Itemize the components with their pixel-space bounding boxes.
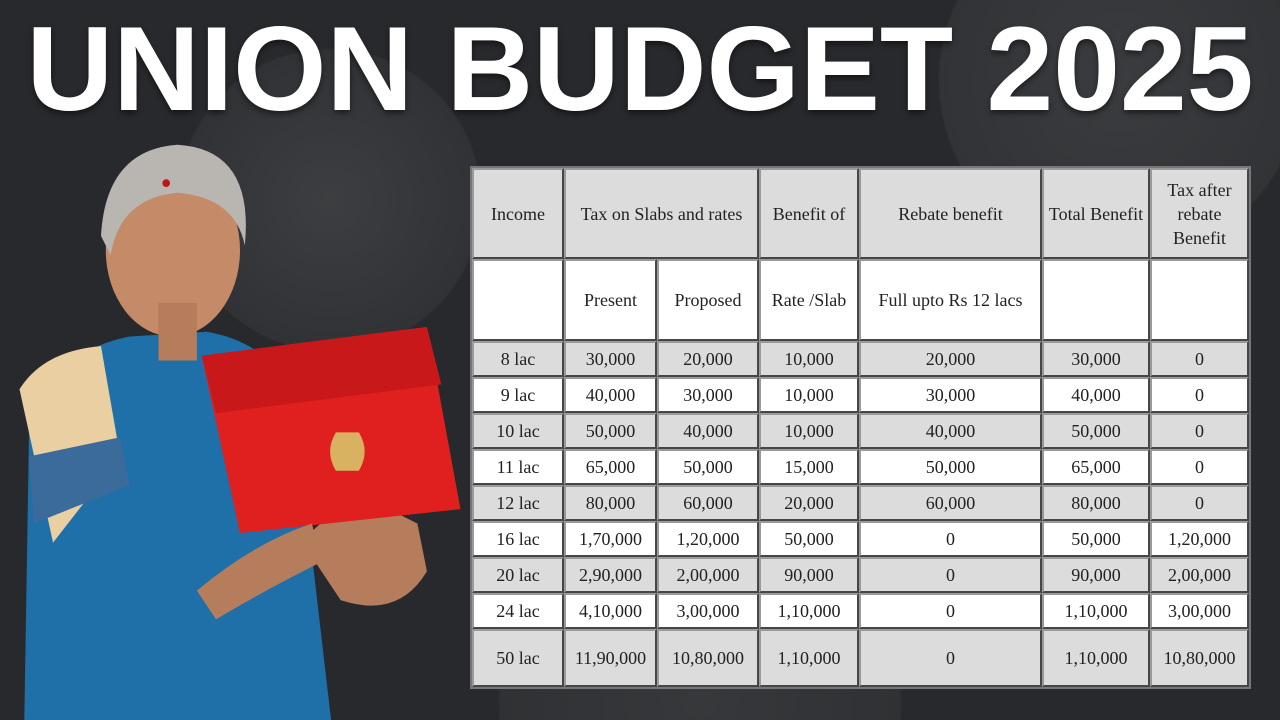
- table-row: 20 lac 2,90,000 2,00,000 90,000 0 90,000 2,00,…: [472, 557, 1250, 593]
- table-cell: 10 lac: [472, 413, 564, 449]
- header-benefit-of: Benefit of: [759, 168, 860, 259]
- table-cell: 10,000: [759, 413, 860, 449]
- emblem-icon: [330, 432, 365, 471]
- table-cell: 50 lac: [472, 629, 564, 687]
- table-cell: 3,00,000: [1150, 593, 1250, 629]
- header-tax-on-slabs: Tax on Slabs and rates: [564, 168, 760, 259]
- subheader-cell: [472, 259, 564, 341]
- table-cell: 11,90,000: [564, 629, 657, 687]
- table-cell: 0: [859, 521, 1043, 557]
- table-cell: 50,000: [1042, 413, 1151, 449]
- tax-comparison-table: Income Tax on Slabs and rates Benefit of…: [470, 166, 1252, 689]
- subheader-cell: Proposed: [657, 259, 760, 341]
- table-cell: 80,000: [1042, 485, 1151, 521]
- subheader-cell: Present: [564, 259, 657, 341]
- page-title: UNION BUDGET 2025: [26, 2, 1254, 136]
- table-cell: 0: [1150, 449, 1250, 485]
- table-cell: 4,10,000: [564, 593, 657, 629]
- table-cell: 0: [859, 557, 1043, 593]
- header-total-benefit: Total Benefit: [1042, 168, 1151, 259]
- page-title-wrapper: UNION BUDGET 2025: [0, 4, 1280, 144]
- table-cell: 90,000: [1042, 557, 1151, 593]
- table-cell: 30,000: [564, 341, 657, 377]
- table-cell: 30,000: [1042, 341, 1151, 377]
- subheader-cell: Full upto Rs 12 lacs: [859, 259, 1043, 341]
- table-cell: 50,000: [657, 449, 760, 485]
- table-cell: 10,80,000: [1150, 629, 1250, 687]
- table-cell: 1,10,000: [1042, 629, 1151, 687]
- table-cell: 30,000: [657, 377, 760, 413]
- table-cell: 40,000: [657, 413, 760, 449]
- table-cell: 10,000: [759, 341, 860, 377]
- table-cell: 50,000: [859, 449, 1043, 485]
- table-row: 12 lac 80,000 60,000 20,000 60,000 80,000 0: [472, 485, 1250, 521]
- table-cell: 40,000: [1042, 377, 1151, 413]
- table-row: 16 lac 1,70,000 1,20,000 50,000 0 50,000 1,20,…: [472, 521, 1250, 557]
- table-cell: 50,000: [1042, 521, 1151, 557]
- table-cell: 20,000: [759, 485, 860, 521]
- table-cell: 50,000: [564, 413, 657, 449]
- table-cell: 2,00,000: [657, 557, 760, 593]
- table-cell: 0: [1150, 413, 1250, 449]
- table-cell: 1,20,000: [657, 521, 760, 557]
- table-row: 11 lac 65,000 50,000 15,000 50,000 65,000 0: [472, 449, 1250, 485]
- table-cell: 20,000: [859, 341, 1043, 377]
- table-cell: 3,00,000: [657, 593, 760, 629]
- table-cell: 0: [859, 593, 1043, 629]
- table-cell: 1,10,000: [759, 629, 860, 687]
- table-cell: 65,000: [1042, 449, 1151, 485]
- table-header-row: Income Tax on Slabs and rates Benefit of…: [472, 168, 1250, 259]
- table-cell: 40,000: [859, 413, 1043, 449]
- table-cell: 1,10,000: [1042, 593, 1151, 629]
- table-row: 10 lac 50,000 40,000 10,000 40,000 50,000 0: [472, 413, 1250, 449]
- table-cell: 2,00,000: [1150, 557, 1250, 593]
- subheader-cell: [1150, 259, 1250, 341]
- table-cell: 1,20,000: [1150, 521, 1250, 557]
- table-cell: 2,90,000: [564, 557, 657, 593]
- subheader-cell: [1042, 259, 1151, 341]
- table-cell: 80,000: [564, 485, 657, 521]
- table-cell: 0: [859, 629, 1043, 687]
- finance-minister-photo: [19, 144, 461, 720]
- table-cell: 12 lac: [472, 485, 564, 521]
- header-income: Income: [472, 168, 564, 259]
- table-cell: 24 lac: [472, 593, 564, 629]
- table-cell: 9 lac: [472, 377, 564, 413]
- table-cell: 10,000: [759, 377, 860, 413]
- table-cell: 65,000: [564, 449, 657, 485]
- header-tax-after-rebate: Tax after rebate Benefit: [1150, 168, 1250, 259]
- subheader-cell: Rate /Slab: [759, 259, 860, 341]
- table-cell: 0: [1150, 377, 1250, 413]
- table-cell: 0: [1150, 341, 1250, 377]
- table-cell: 16 lac: [472, 521, 564, 557]
- table-subheader-row: Present Proposed Rate /Slab Full upto Rs 12…: [472, 259, 1250, 341]
- table-cell: 10,80,000: [657, 629, 760, 687]
- table-cell: 30,000: [859, 377, 1043, 413]
- table-row: 9 lac 40,000 30,000 10,000 30,000 40,000 0: [472, 377, 1250, 413]
- table-cell: 8 lac: [472, 341, 564, 377]
- table-cell: 11 lac: [472, 449, 564, 485]
- table-cell: 20 lac: [472, 557, 564, 593]
- table-cell: 0: [1150, 485, 1250, 521]
- header-rebate-benefit: Rebate benefit: [859, 168, 1043, 259]
- table-cell: 15,000: [759, 449, 860, 485]
- table-cell: 60,000: [859, 485, 1043, 521]
- table-row: 50 lac 11,90,000 10,80,000 1,10,000 0 1,10,00…: [472, 629, 1250, 687]
- red-budget-folder: [201, 326, 461, 534]
- table-cell: 20,000: [657, 341, 760, 377]
- table-cell: 60,000: [657, 485, 760, 521]
- table-cell: 1,10,000: [759, 593, 860, 629]
- table-cell: 40,000: [564, 377, 657, 413]
- table-cell: 90,000: [759, 557, 860, 593]
- table-row: 8 lac 30,000 20,000 10,000 20,000 30,000 0: [472, 341, 1250, 377]
- table-cell: 1,70,000: [564, 521, 657, 557]
- table-row: 24 lac 4,10,000 3,00,000 1,10,000 0 1,10,000 3…: [472, 593, 1250, 629]
- table-cell: 50,000: [759, 521, 860, 557]
